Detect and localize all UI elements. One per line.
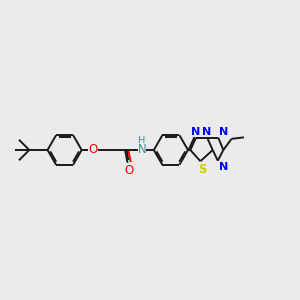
Text: H: H [138, 136, 146, 146]
Text: N: N [220, 127, 229, 136]
Text: S: S [198, 163, 206, 176]
Text: N: N [219, 161, 228, 172]
Text: N: N [191, 127, 200, 136]
Text: N: N [138, 143, 146, 157]
Text: O: O [124, 164, 134, 177]
Text: N: N [202, 127, 212, 136]
Text: O: O [88, 143, 98, 157]
